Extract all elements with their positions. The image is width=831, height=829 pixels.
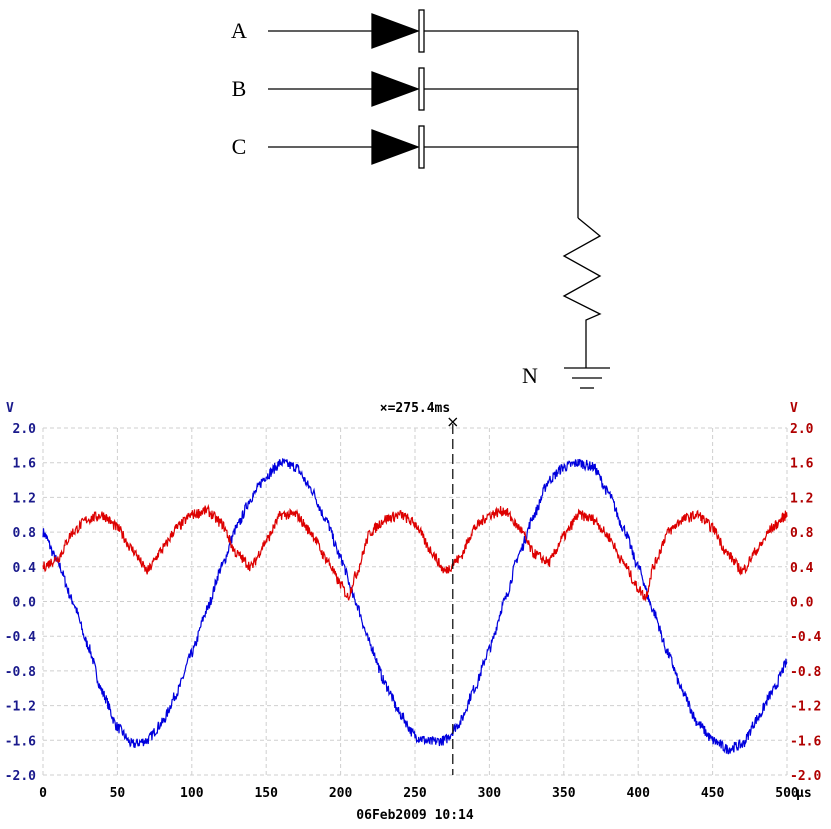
left-y-ticks: 2.0 1.6 1.2 0.8 0.4 0.0 -0.4 -0.8 -1.2 -1.6 -2.0	[5, 422, 36, 784]
left-y-tick-label: 0.4	[13, 561, 37, 576]
left-y-tick-label: -1.6	[5, 734, 36, 749]
ground-symbol	[564, 367, 610, 389]
x-tick-label: 300	[478, 786, 502, 801]
input-label-b: B	[232, 76, 247, 101]
x-tick-label: 400	[626, 786, 650, 801]
x-tick-label: 250	[403, 786, 427, 801]
left-axis-unit: V	[6, 401, 14, 416]
right-y-tick-label: -0.8	[790, 665, 821, 680]
right-y-tick-label: -2.0	[790, 769, 821, 784]
x-tick-label: 100	[180, 786, 204, 801]
right-y-tick-label: 2.0	[790, 422, 814, 437]
left-y-tick-label: -0.8	[5, 665, 36, 680]
input-label-c: C	[232, 134, 247, 159]
left-y-tick-label: 0.0	[13, 596, 37, 611]
right-axis-unit: V	[790, 401, 798, 416]
x-tick-label: 200	[329, 786, 353, 801]
load-resistor	[562, 217, 602, 368]
right-y-tick-label: -1.6	[790, 734, 821, 749]
right-y-tick-label: -0.4	[790, 630, 821, 645]
left-y-tick-label: -2.0	[5, 769, 36, 784]
series-red-trace	[42, 503, 788, 602]
right-y-ticks: 2.0 1.6 1.2 0.8 0.4 0.0 -0.4 -0.8 -1.2 -1.6 -2.0	[790, 422, 821, 784]
left-y-tick-label: 0.8	[13, 526, 37, 541]
left-y-tick-label: 2.0	[13, 422, 37, 437]
left-y-tick-label: 1.6	[13, 457, 37, 472]
right-y-tick-label: 0.8	[790, 526, 814, 541]
series-blue-trace	[42, 457, 788, 755]
scope-plot: V V ×=275.4ms 2.0 1.6 1.2 0.8 0.4 0.0 -0.4 -0.8…	[5, 401, 822, 823]
x-ticks: 0 50 100 150 200 250 300 350 400 450 500	[39, 786, 799, 801]
x-tick-label: 50	[110, 786, 126, 801]
x-tick-label: 500	[775, 786, 799, 801]
right-y-tick-label: 0.0	[790, 596, 814, 611]
circuit-diagram: A B C N	[231, 9, 610, 389]
cursor-readout: ×=275.4ms	[380, 401, 450, 416]
left-y-tick-label: -1.2	[5, 700, 36, 715]
x-tick-label: 450	[701, 786, 725, 801]
x-tick-label: 0	[39, 786, 47, 801]
cursor	[448, 417, 458, 775]
right-y-tick-label: -1.2	[790, 700, 821, 715]
diode-c	[268, 125, 578, 169]
timestamp: 06Feb2009 10:14	[356, 808, 474, 823]
x-tick-label: 150	[254, 786, 278, 801]
series-layer	[42, 457, 788, 755]
cursor-marker-icon[interactable]	[448, 417, 458, 427]
right-y-tick-label: 1.6	[790, 457, 814, 472]
right-y-tick-label: 1.2	[790, 491, 813, 506]
input-label-a: A	[231, 18, 247, 43]
ground-label: N	[522, 363, 538, 388]
diode-b	[268, 67, 578, 111]
right-y-tick-label: 0.4	[790, 561, 814, 576]
grid	[42, 427, 788, 776]
diode-a	[268, 9, 578, 53]
x-tick-label: 350	[552, 786, 576, 801]
left-y-tick-label: 1.2	[13, 491, 36, 506]
left-y-tick-label: -0.4	[5, 630, 36, 645]
x-unit-label: µs	[796, 786, 812, 801]
